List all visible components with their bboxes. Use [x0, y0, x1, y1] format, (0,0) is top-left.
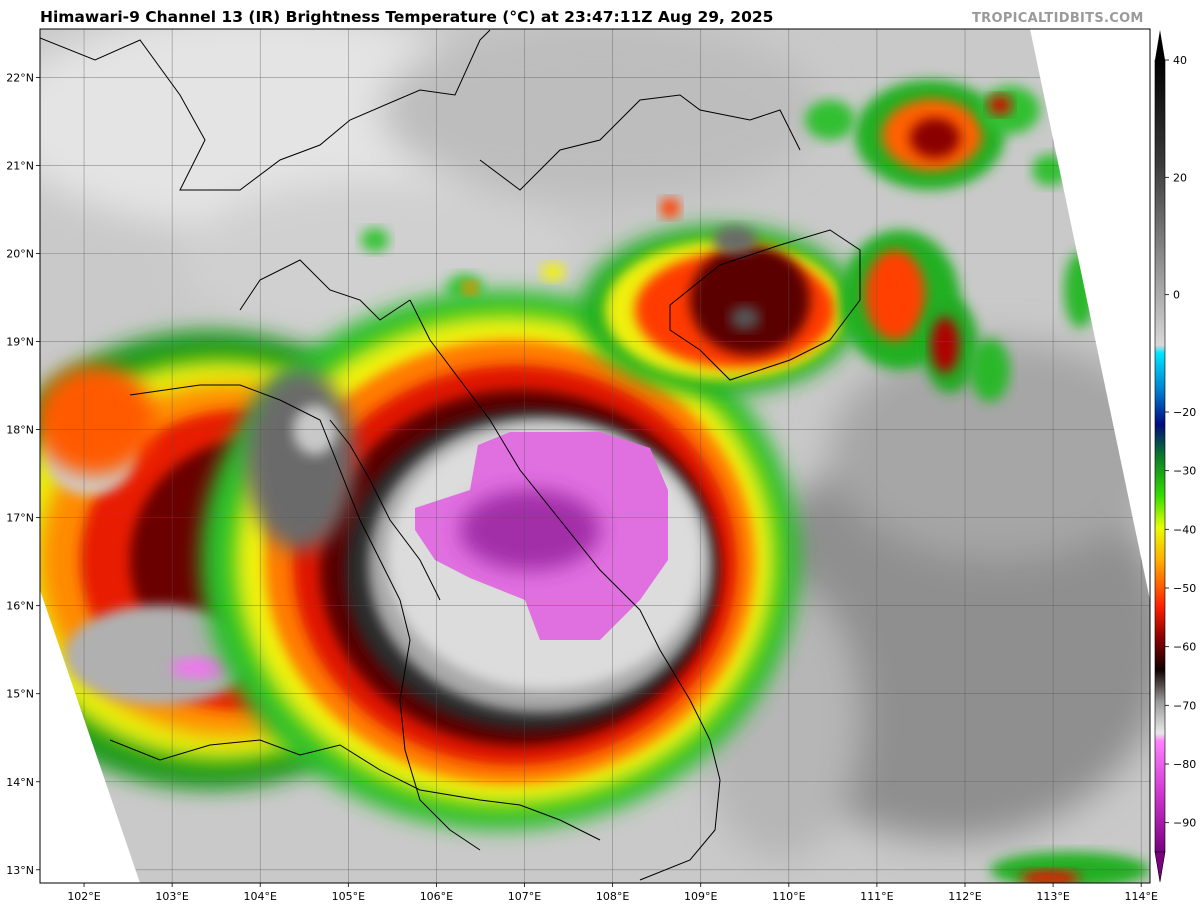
- latitude-labels: 13°N 14°N 15°N 16°N 17°N 18°N 19°N 20°N 21°N 22°N: [6, 71, 40, 877]
- colorbar-tick-label: −30: [1173, 465, 1196, 478]
- lat-tick-label: 13°N: [6, 864, 34, 877]
- lon-tick-label: 103°E: [155, 890, 188, 903]
- lon-tick-label: 102°E: [67, 890, 100, 903]
- lon-tick-label: 113°E: [1036, 890, 1069, 903]
- credit-watermark: TROPICALTIDBITS.COM: [972, 11, 1144, 26]
- lat-tick-label: 15°N: [6, 688, 34, 701]
- colorbar-ticks: 40 20 0 −20 −30 −40 −50 −60 −70 −80 −90: [1165, 54, 1196, 830]
- laos-border: [129, 384, 481, 851]
- hainan-coast: [669, 229, 861, 381]
- colorbar-tick-label: −20: [1173, 406, 1196, 419]
- lon-tick-label: 104°E: [244, 890, 277, 903]
- cambodia-border: [109, 739, 601, 841]
- vietnam-coast: [409, 299, 721, 881]
- lon-tick-label: 105°E: [332, 890, 365, 903]
- lat-tick-label: 17°N: [6, 512, 34, 525]
- small-cells: [40, 198, 1150, 883]
- coastlines-borders: [40, 29, 861, 883]
- graticule: [40, 29, 1150, 883]
- mekong: [329, 419, 441, 601]
- lat-tick-label: 22°N: [6, 71, 34, 84]
- cyclone-cloud-shield: [200, 290, 800, 830]
- lat-tick-label: 14°N: [6, 776, 34, 789]
- gulf-of-tonkin-coast-north: [479, 94, 801, 191]
- lon-tick-label: 109°E: [684, 890, 717, 903]
- colorbar-top-arrow: [1155, 30, 1165, 60]
- colorbar-tick-label: −50: [1173, 582, 1196, 595]
- lat-tick-label: 16°N: [6, 600, 34, 613]
- colorbar-tick-label: −60: [1173, 641, 1196, 654]
- lat-tick-label: 19°N: [6, 336, 34, 349]
- nodata-edge-east: [1030, 29, 1150, 600]
- colorbar-body: [1154, 59, 1166, 853]
- china-vietnam-border: [40, 29, 491, 191]
- map-title: Himawari-9 Channel 13 (IR) Brightness Te…: [40, 8, 774, 26]
- colorbar-tick-label: −90: [1173, 817, 1196, 830]
- colorbar-tick-label: −40: [1173, 523, 1196, 536]
- convective-cluster-east: [840, 230, 1096, 402]
- lon-tick-label: 114°E: [1124, 890, 1157, 903]
- colorbar-tick-label: −70: [1173, 699, 1196, 712]
- nodata-edge-west: [40, 590, 140, 883]
- lon-tick-label: 112°E: [948, 890, 981, 903]
- lat-tick-label: 21°N: [6, 159, 34, 172]
- lat-tick-label: 20°N: [6, 248, 34, 261]
- convective-cluster-hainan: [580, 225, 860, 395]
- colorbar: 40 20 0 −20 −30 −40 −50 −60 −70 −80 −90: [1154, 30, 1196, 883]
- upper-border: [239, 259, 411, 321]
- lat-tick-label: 18°N: [6, 424, 34, 437]
- longitude-labels: 102°E 103°E 104°E 105°E 106°E 107°E 108°E 109°E…: [67, 883, 1158, 903]
- lon-tick-label: 106°E: [420, 890, 453, 903]
- colorbar-tick-label: 40: [1173, 54, 1187, 67]
- lon-tick-label: 107°E: [508, 890, 541, 903]
- convective-cluster-northeast: [805, 80, 1068, 190]
- colorbar-tick-label: 20: [1173, 171, 1187, 184]
- lon-tick-label: 108°E: [596, 890, 629, 903]
- lon-tick-label: 110°E: [772, 890, 805, 903]
- colorbar-tick-label: 0: [1173, 289, 1180, 302]
- lon-tick-label: 111°E: [860, 890, 893, 903]
- colorbar-bottom-arrow: [1154, 851, 1166, 883]
- colorbar-tick-label: −80: [1173, 758, 1196, 771]
